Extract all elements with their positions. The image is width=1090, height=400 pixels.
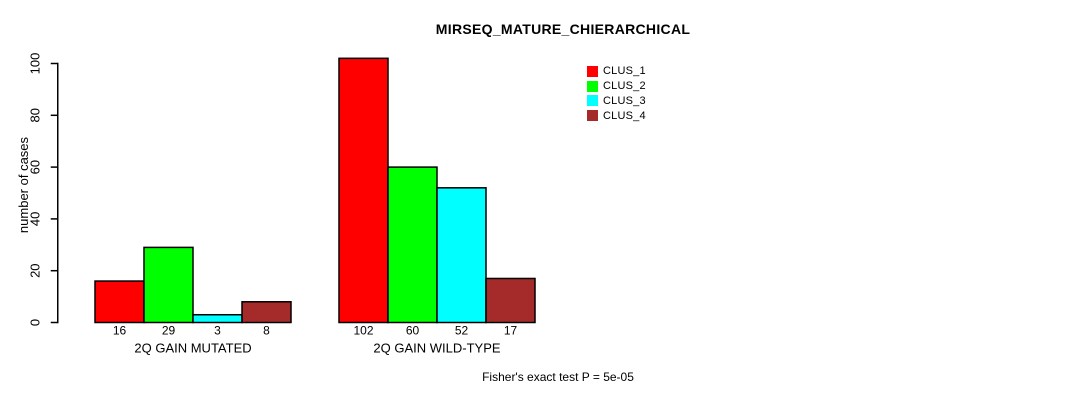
y-tick-label: 40 [28, 212, 43, 226]
y-tick-label: 60 [28, 160, 43, 174]
legend-item-CLUS_1: CLUS_1 [587, 64, 646, 79]
legend-item-CLUS_3: CLUS_3 [587, 94, 646, 109]
bar-value-label: 17 [504, 324, 518, 338]
category-label: 2Q GAIN MUTATED [134, 341, 251, 356]
bar-CLUS_1 [94, 280, 145, 324]
y-tick-label: 80 [28, 108, 43, 122]
bar-CLUS_3 [436, 187, 487, 324]
legend-label: CLUS_2 [603, 80, 646, 93]
y-axis-title: number of cases [16, 136, 31, 234]
legend-swatch-icon [587, 65, 598, 77]
bar-CLUS_1 [338, 57, 389, 324]
legend-swatch-icon [587, 80, 598, 92]
y-tick-label: 0 [28, 319, 43, 326]
bar-CLUS_2 [387, 166, 438, 324]
legend-item-CLUS_2: CLUS_2 [587, 79, 646, 94]
legend: CLUS_1 CLUS_2 CLUS_3 CLUS_4 [587, 64, 646, 123]
category-label: 2Q GAIN WILD-TYPE [373, 341, 500, 356]
bar-CLUS_2 [143, 246, 194, 324]
legend-label: CLUS_1 [603, 65, 646, 78]
bar-value-label: 102 [353, 324, 373, 338]
legend-swatch-icon [587, 110, 598, 122]
bar-CLUS_3 [192, 313, 243, 324]
legend-swatch-icon [587, 95, 598, 107]
bar-value-label: 16 [113, 324, 127, 338]
y-tick-label: 100 [28, 53, 43, 75]
chart-title: MIRSEQ_MATURE_CHIERARCHICAL [435, 21, 691, 37]
y-tick-label: 20 [28, 263, 43, 277]
bar-value-label: 3 [214, 324, 221, 338]
bar-value-label: 52 [455, 324, 469, 338]
bar-CLUS_4 [485, 277, 536, 324]
bar-value-label: 60 [406, 324, 420, 338]
legend-label: CLUS_3 [603, 94, 646, 107]
bar-value-label: 29 [162, 324, 176, 338]
legend-item-CLUS_4: CLUS_4 [587, 108, 646, 123]
bar-CLUS_4 [241, 301, 292, 324]
bar-value-label: 8 [263, 324, 270, 338]
annotation-text: Fisher's exact test P = 5e-05 [482, 370, 634, 384]
legend-label: CLUS_4 [603, 109, 646, 122]
